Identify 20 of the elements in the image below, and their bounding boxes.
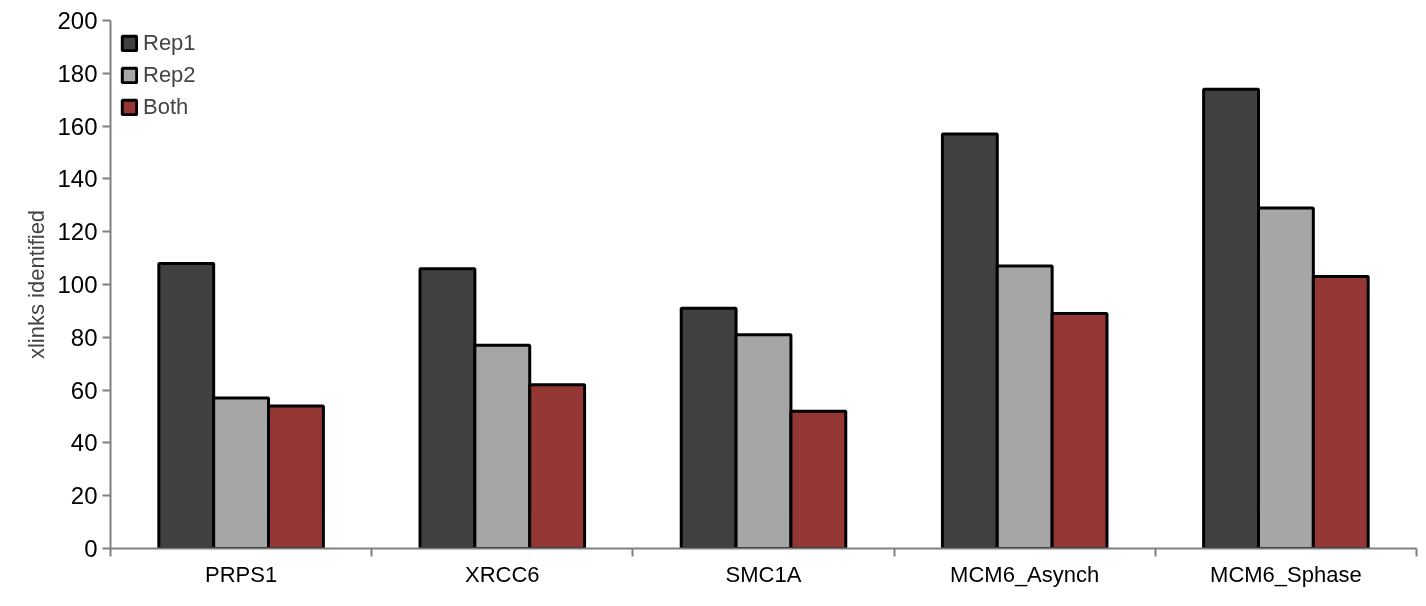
- y-tick-label: 120: [57, 218, 98, 246]
- y-tick-label: 40: [70, 429, 98, 457]
- x-tick-label: MCM6_Sphase: [1210, 561, 1362, 587]
- y-tick-label: 60: [70, 376, 98, 404]
- y-tick-label: 80: [70, 323, 98, 351]
- y-tick-label: 20: [70, 482, 98, 510]
- legend-label: Rep1: [143, 30, 196, 56]
- x-tick-label: MCM6_Asynch: [950, 561, 1100, 587]
- legend-label: Rep2: [143, 62, 196, 88]
- y-tick-label: 100: [57, 271, 98, 298]
- y-axis-title: xlinks identified: [24, 209, 50, 360]
- legend-label: Both: [143, 94, 189, 120]
- y-tick-label: 180: [57, 59, 98, 87]
- y-tick-label: 160: [57, 112, 98, 140]
- y-tick-label: 200: [57, 7, 98, 34]
- x-tick-label: SMC1A: [725, 561, 802, 587]
- x-tick-label: XRCC6: [465, 561, 540, 587]
- y-tick-label: 0: [84, 535, 98, 562]
- y-tick-label: 140: [57, 165, 98, 193]
- x-tick-label: PRPS1: [205, 561, 278, 587]
